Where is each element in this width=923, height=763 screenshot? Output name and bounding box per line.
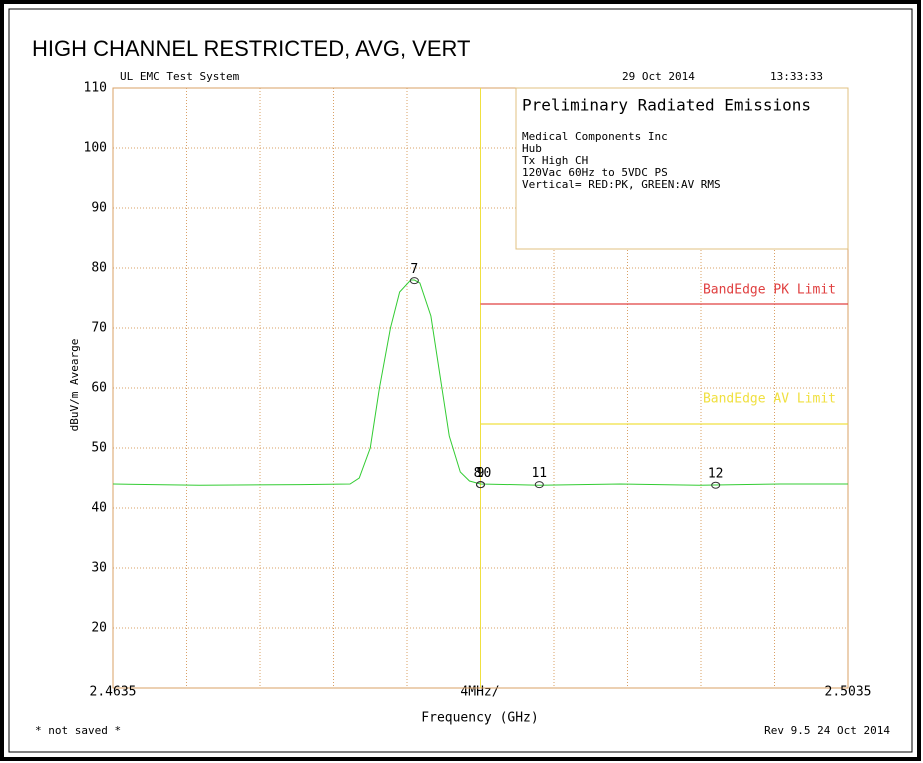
trace xyxy=(112,279,848,486)
info-title: Preliminary Radiated Emissions xyxy=(522,96,811,115)
y-tick-label: 110 xyxy=(84,81,107,96)
y-tick-label: 70 xyxy=(91,321,107,336)
y-axis-label: dBuV/m Avearge xyxy=(68,339,81,432)
info-line: Hub xyxy=(522,142,542,155)
info-box xyxy=(515,87,849,250)
system-label: UL EMC Test System xyxy=(120,70,240,83)
footer-left: * not saved * xyxy=(35,724,121,737)
marker xyxy=(409,277,419,285)
marker-label: 9 xyxy=(477,466,485,481)
y-tick-label: 80 xyxy=(91,261,107,276)
x-tick-label: 2.5035 xyxy=(825,685,872,700)
marker xyxy=(476,481,485,489)
chart-title: HIGH CHANNEL RESTRICTED, AVG, VERT xyxy=(32,36,470,61)
info-line: 120Vac 60Hz to 5VDC PS xyxy=(522,166,668,179)
marker-label: 8 xyxy=(474,466,482,481)
y-tick-label: 60 xyxy=(91,381,107,396)
limit-label: BandEdge PK Limit xyxy=(703,283,836,298)
inner-frame xyxy=(8,8,913,753)
y-tick-label: 50 xyxy=(91,441,107,456)
footer-right: Rev 9.5 24 Oct 2014 xyxy=(764,724,890,737)
marker-label: 12 xyxy=(708,467,724,482)
y-tick-label: 40 xyxy=(91,501,107,516)
marker xyxy=(711,481,721,489)
x-tick-label: 2.4635 xyxy=(90,685,137,700)
x-axis-label: Frequency (GHz) xyxy=(421,711,538,726)
info-line: Tx High CH xyxy=(522,154,588,167)
y-tick-label: 30 xyxy=(91,561,107,576)
time-label: 13:33:33 xyxy=(770,70,823,83)
y-tick-label: 20 xyxy=(91,621,107,636)
info-line: Vertical= RED:PK, GREEN:AV RMS xyxy=(522,178,721,191)
marker xyxy=(534,481,544,489)
info-line: Medical Components Inc xyxy=(522,130,668,143)
date-label: 29 Oct 2014 xyxy=(622,70,695,83)
marker-label: 10 xyxy=(476,466,492,481)
marker-label: 11 xyxy=(531,466,547,481)
y-tick-label: 90 xyxy=(91,201,107,216)
limit-label: BandEdge AV Limit xyxy=(703,392,836,407)
y-tick-label: 100 xyxy=(84,141,107,156)
marker-label: 7 xyxy=(410,262,418,277)
